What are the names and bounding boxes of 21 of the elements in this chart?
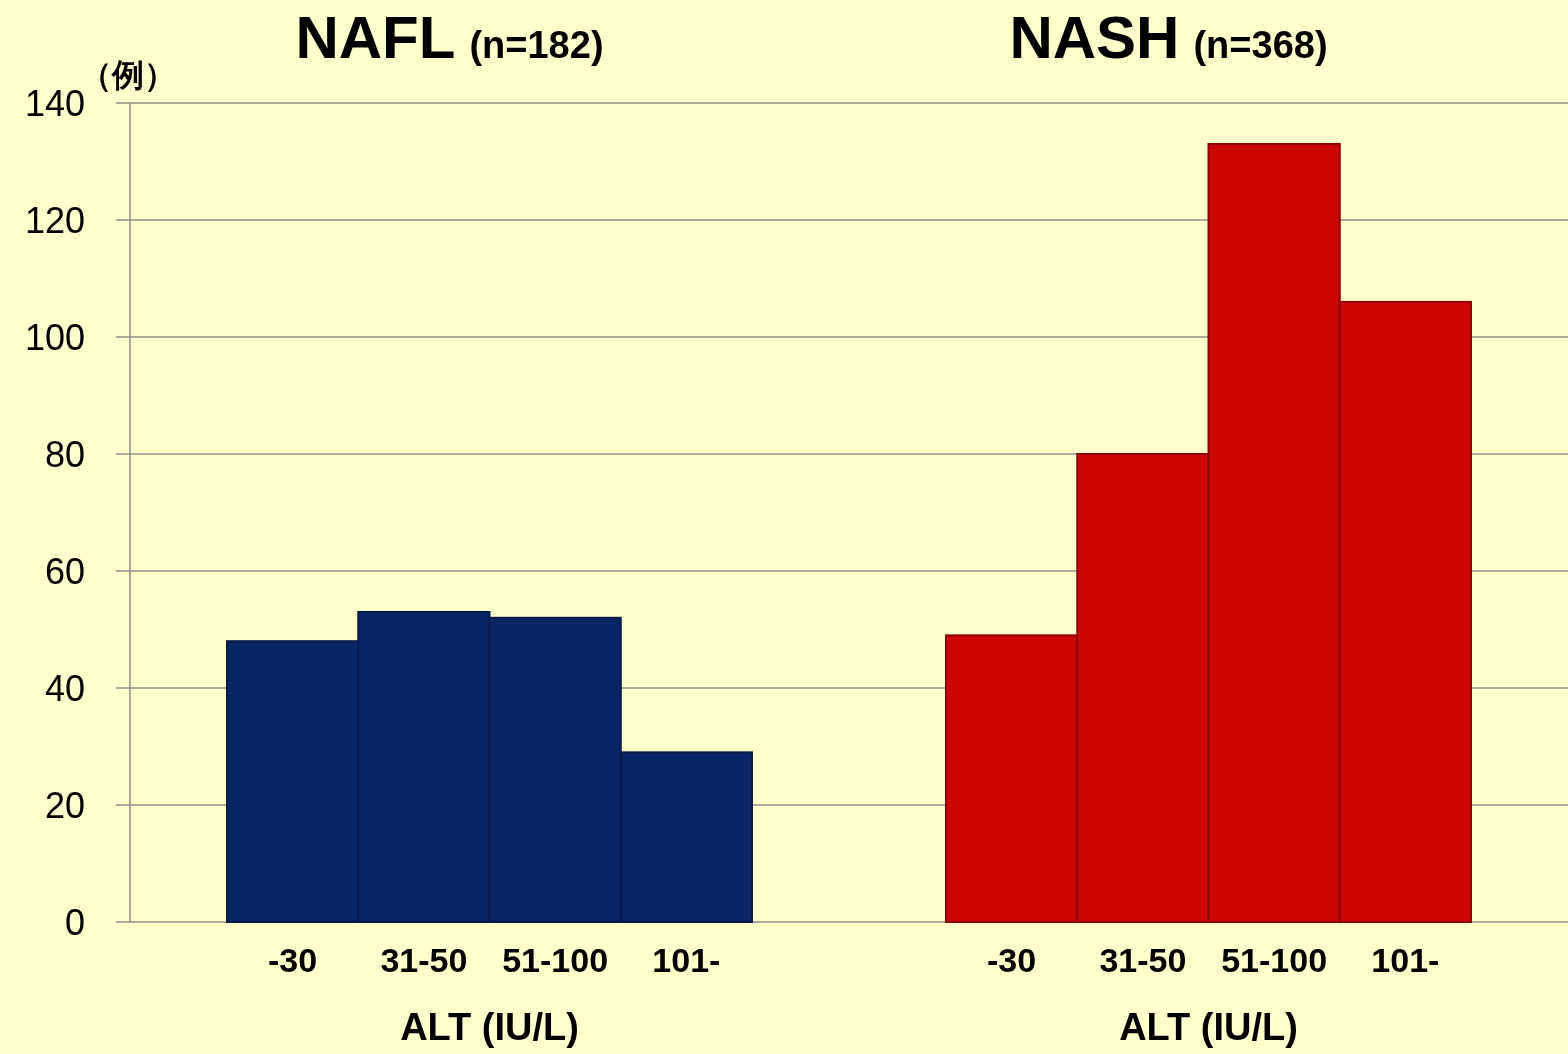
x-tick-label: 101- (652, 941, 721, 979)
x-axis-title: ALT (IU/L) (400, 1006, 579, 1048)
x-tick-label: 101- (1371, 941, 1440, 979)
y-tick-label: 120 (24, 200, 85, 241)
chart-subtitle: (n=368) (1193, 24, 1328, 66)
y-tick-label: 60 (44, 551, 85, 592)
chart-title: NASH (1009, 4, 1180, 71)
x-tick-label: 31-50 (380, 941, 468, 979)
chart-subtitle: (n=182) (469, 24, 604, 66)
y-tick-label: 20 (44, 785, 85, 826)
y-tick-label: 0 (64, 902, 85, 943)
chart-title: NAFL (295, 4, 456, 71)
x-tick-label: 51-100 (1221, 941, 1328, 979)
x-tick-label: 31-50 (1099, 941, 1187, 979)
x-tick-label: -30 (987, 941, 1037, 979)
x-axis-title: ALT (IU/L) (1119, 1006, 1298, 1048)
x-tick-label: -30 (268, 941, 318, 979)
y-tick-label: 40 (44, 668, 85, 709)
x-tick-label: 51-100 (502, 941, 609, 979)
y-tick-label: 80 (44, 434, 85, 475)
y-tick-label: 100 (24, 317, 85, 358)
